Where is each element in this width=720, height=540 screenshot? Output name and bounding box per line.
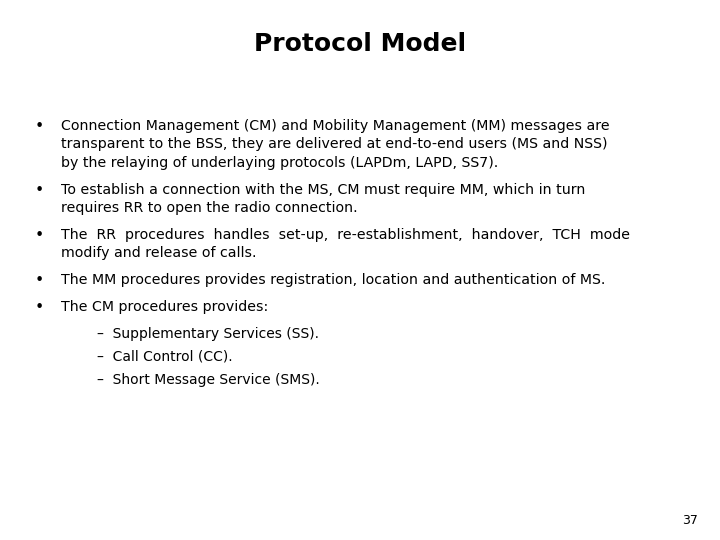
- Text: •: •: [35, 300, 44, 315]
- Text: –  Supplementary Services (SS).: – Supplementary Services (SS).: [97, 327, 319, 341]
- Text: 37: 37: [683, 514, 698, 526]
- Text: •: •: [35, 228, 44, 243]
- Text: –  Short Message Service (SMS).: – Short Message Service (SMS).: [97, 373, 320, 387]
- Text: To establish a connection with the MS, CM must require MM, which in turn: To establish a connection with the MS, C…: [61, 183, 585, 197]
- Text: by the relaying of underlaying protocols (LAPDm, LAPD, SS7).: by the relaying of underlaying protocols…: [61, 156, 498, 170]
- Text: The MM procedures provides registration, location and authentication of MS.: The MM procedures provides registration,…: [61, 273, 606, 287]
- Text: –  Call Control (CC).: – Call Control (CC).: [97, 350, 233, 364]
- Text: •: •: [35, 273, 44, 288]
- Text: transparent to the BSS, they are delivered at end-to-end users (MS and NSS): transparent to the BSS, they are deliver…: [61, 137, 608, 151]
- Text: modify and release of calls.: modify and release of calls.: [61, 246, 257, 260]
- Text: requires RR to open the radio connection.: requires RR to open the radio connection…: [61, 201, 358, 215]
- Text: •: •: [35, 119, 44, 134]
- Text: Connection Management (CM) and Mobility Management (MM) messages are: Connection Management (CM) and Mobility …: [61, 119, 610, 133]
- Text: The CM procedures provides:: The CM procedures provides:: [61, 300, 269, 314]
- Text: •: •: [35, 183, 44, 198]
- Text: The  RR  procedures  handles  set-up,  re-establishment,  handover,  TCH  mode: The RR procedures handles set-up, re-est…: [61, 228, 630, 242]
- Text: Protocol Model: Protocol Model: [254, 32, 466, 56]
